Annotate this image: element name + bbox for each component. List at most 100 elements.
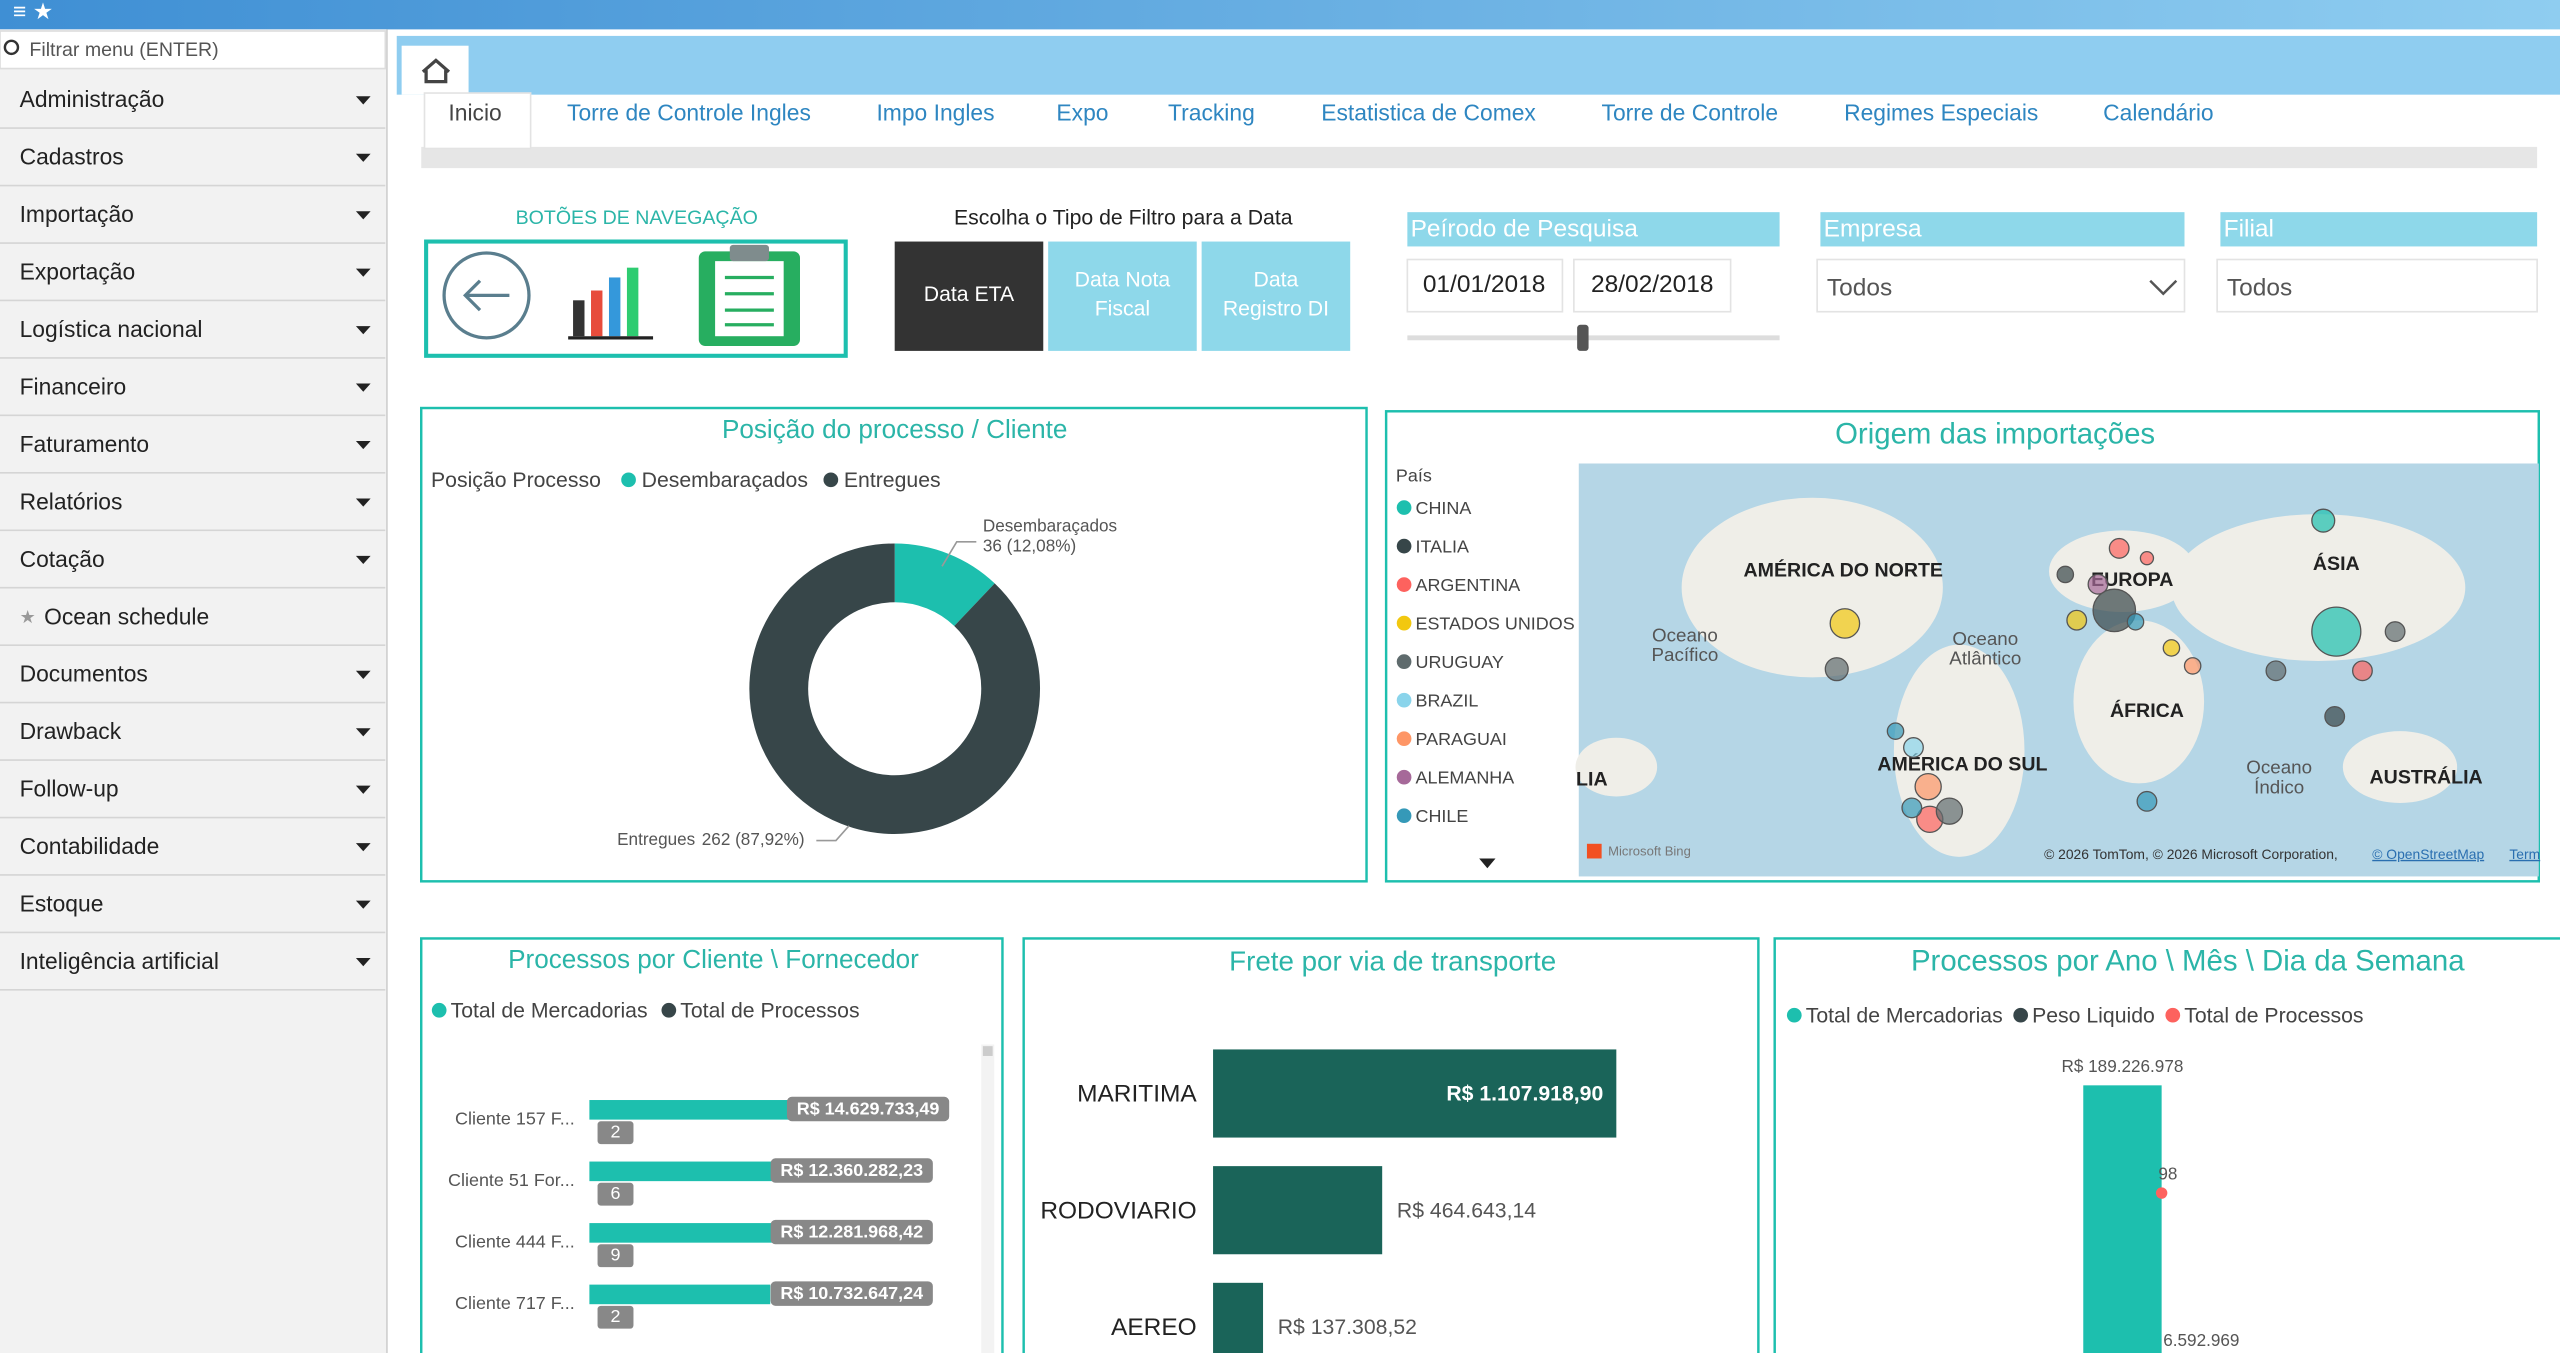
map-bubble[interactable] (2311, 508, 2336, 533)
chart-icon-bar[interactable] (591, 290, 603, 337)
dropdown-chevron (2149, 279, 2178, 296)
end-date-input[interactable] (1573, 258, 1732, 313)
tab[interactable]: Inicio (448, 99, 501, 125)
category-label: RODOVIARIO (1040, 1197, 1196, 1224)
date-filter-option[interactable] (1048, 241, 1197, 351)
map-bubble[interactable] (2311, 606, 2362, 657)
tab[interactable]: Calendário (2103, 99, 2214, 125)
map-bubble[interactable] (2136, 790, 2158, 812)
menu-label: Financeiro (20, 373, 127, 399)
tab[interactable]: Torre de Controle Ingles (567, 99, 811, 125)
tab[interactable]: Expo (1056, 99, 1108, 125)
menu-item[interactable] (0, 761, 386, 819)
value-label: R$ 1.107.918,90 (1446, 1083, 1603, 1106)
map-bubble[interactable] (2352, 660, 2373, 682)
menu-item[interactable] (0, 244, 386, 302)
map-bubble[interactable] (2087, 573, 2109, 595)
menu-item[interactable] (0, 703, 386, 761)
start-date: 01/01/2018 (1423, 271, 1545, 298)
map-bubble[interactable] (1935, 797, 1964, 825)
scrollbar-thumb[interactable] (982, 1046, 993, 1056)
company-dropdown[interactable] (1816, 258, 2186, 313)
scrollbar (981, 1044, 995, 1353)
menu-item[interactable] (0, 876, 386, 934)
map-bubble[interactable] (1824, 657, 1849, 682)
menu-label: Contabilidade (20, 833, 160, 859)
panel (1022, 937, 1760, 1353)
map-region-label: LIA (1576, 768, 1608, 790)
menu-item[interactable] (0, 933, 386, 991)
map-bubble[interactable] (2092, 588, 2137, 633)
legend-dot (1396, 577, 1412, 592)
menu-item[interactable] (0, 416, 386, 474)
menu-item[interactable] (0, 646, 386, 704)
menu-label: Documentos (20, 661, 148, 687)
menu-label: Importação (20, 201, 134, 227)
chart-icon-bar[interactable] (608, 277, 621, 337)
legend-label: Entregues (844, 469, 941, 492)
map-bubble[interactable] (1886, 722, 1905, 740)
map-bubble[interactable] (2183, 657, 2202, 675)
tab[interactable]: Impo Ingles (876, 99, 994, 125)
start-date-input[interactable] (1406, 258, 1564, 313)
map-terms[interactable]: Term (2509, 846, 2540, 862)
date-filter-option[interactable] (1201, 241, 1351, 351)
branch-dropdown[interactable] (2216, 258, 2538, 313)
map-bing: Microsoft Bing (1608, 843, 1691, 858)
map-bubble[interactable] (2265, 660, 2287, 682)
data-label-name: Desembaraçados (983, 516, 1117, 536)
legend-dot (2013, 1007, 2029, 1023)
legend-dot (1396, 615, 1412, 631)
map-bubble[interactable] (1901, 797, 1923, 819)
chart-icon-bar[interactable] (573, 300, 585, 337)
map-bubble[interactable] (1829, 608, 1861, 639)
active-tab[interactable] (423, 92, 532, 150)
menu-item[interactable] (0, 186, 386, 244)
menu-icon[interactable]: ≡ ★ (13, 0, 53, 24)
search-box[interactable] (0, 30, 387, 70)
tab[interactable]: Tracking (1168, 99, 1255, 125)
map-link[interactable]: © OpenStreetMap (2372, 846, 2484, 862)
menu-item[interactable] (0, 531, 386, 589)
leader-line (941, 541, 977, 567)
map-bubble[interactable] (2066, 609, 2088, 631)
map-bubble[interactable] (2056, 565, 2075, 584)
home-tab[interactable] (401, 45, 469, 95)
menu-item[interactable] (0, 818, 386, 876)
map-bubble[interactable] (2108, 537, 2130, 559)
map-region-label: EUROPA (2091, 569, 2173, 591)
menu-item[interactable] (0, 473, 386, 532)
map-attribution: © 2026 TomTom, © 2026 Microsoft Corporat… (2044, 846, 2338, 862)
map-bubble[interactable] (2162, 639, 2181, 657)
map-bubble[interactable] (2324, 706, 2346, 727)
map-bubble[interactable] (1903, 737, 1924, 758)
tab[interactable]: Regimes Especiais (1844, 99, 2038, 125)
map-bubble[interactable] (2126, 613, 2145, 631)
tab[interactable]: Estatistica de Comex (1321, 99, 1536, 125)
dropdown-arrow (355, 211, 371, 220)
map-bubble[interactable] (1914, 772, 1942, 801)
menu-label: Relatórios (20, 488, 123, 514)
chart-icon-bar[interactable] (626, 267, 639, 337)
dropdown-arrow (355, 958, 371, 967)
menu-item[interactable] (0, 71, 386, 129)
dropdown-arrow (355, 326, 371, 335)
slider-handle[interactable] (1577, 324, 1589, 351)
menu-item[interactable] (0, 588, 386, 646)
legend-scroll-arrow[interactable] (1479, 858, 1496, 869)
menu-item[interactable] (0, 301, 386, 359)
map-bubble[interactable] (2139, 550, 2155, 566)
menu-item[interactable] (0, 129, 386, 187)
menu-item[interactable] (0, 359, 386, 417)
map-bubble[interactable] (2384, 621, 2406, 643)
map-region-label: Oceano Pacífico (1652, 624, 1719, 665)
category-label: Cliente 51 For... (448, 1170, 575, 1190)
panel-title: Processos por Ano \ Mês \ Dia da Semana (1911, 945, 2465, 978)
date-filter-label: Data ETA (924, 283, 1015, 306)
legend-dot (1786, 1007, 1802, 1023)
category-label: Cliente 444 F... (455, 1231, 575, 1251)
tab[interactable]: Torre de Controle (1602, 99, 1779, 125)
date-filter-option[interactable] (894, 241, 1044, 351)
landmass (2073, 620, 2205, 784)
